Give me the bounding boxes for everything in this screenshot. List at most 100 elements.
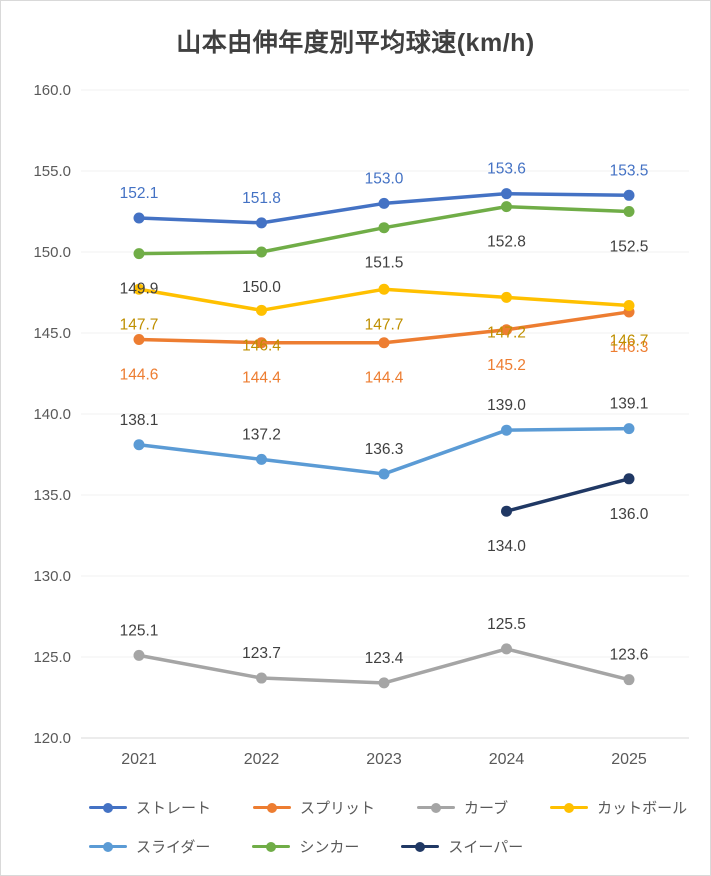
legend-marker-line-icon [253,802,292,813]
data-label: 123.7 [242,645,281,662]
data-label: 134.0 [487,538,526,555]
data-label: 147.7 [120,316,159,333]
legend-item: スライダー [89,836,210,857]
data-label: 152.5 [610,239,649,256]
data-point [133,212,145,224]
x-axis-label: 2025 [611,751,647,768]
data-point [623,423,635,435]
data-label: 125.5 [487,616,526,633]
data-label: 147.2 [487,324,526,341]
data-label: 153.5 [610,162,649,179]
data-point [623,674,635,686]
y-axis-label: 125.0 [33,649,71,666]
data-label: 147.7 [365,316,404,333]
legend-item: カットボール [550,797,687,818]
data-point [501,291,512,303]
data-label: 152.8 [487,234,526,251]
data-point [133,333,145,345]
legend-label: カーブ [464,800,509,817]
data-point [256,217,267,229]
data-label: 144.4 [242,370,281,387]
data-label: 139.0 [487,397,526,414]
data-point [623,473,635,485]
data-point [501,188,512,200]
data-point [256,337,267,349]
data-point [256,246,267,258]
legend-marker-dot-icon [564,802,575,813]
y-axis-label: 160.0 [33,82,71,99]
data-label: 151.8 [242,190,281,207]
legend-item: スプリット [253,797,375,818]
data-label: 136.0 [610,506,649,523]
legend-marker-line-icon [401,841,440,852]
data-point [256,453,267,465]
y-axis-label: 150.0 [33,244,71,261]
data-point [501,201,512,213]
data-point [501,643,512,655]
legend-marker-dot-icon [431,802,442,813]
data-point [378,283,390,295]
legend-label: スライダー [136,839,211,856]
data-label: 123.4 [365,650,404,667]
data-point [133,248,145,260]
legend-item: カーブ [417,797,508,818]
data-label: 138.1 [120,412,159,429]
x-axis-label: 2023 [366,751,402,768]
data-point [378,222,390,234]
y-axis-label: 155.0 [33,163,71,180]
data-label: 144.4 [365,370,404,387]
series-line [504,477,631,513]
legend-item: ストレート [89,797,211,818]
data-point [623,299,635,311]
y-axis-label: 130.0 [33,568,71,585]
data-point [501,505,512,517]
x-axis-label: 2021 [121,751,157,768]
data-point [256,304,267,316]
y-axis-label: 145.0 [33,325,71,342]
legend-label: スプリット [300,800,376,817]
y-axis-label: 120.0 [33,730,71,747]
legend-item: シンカー [252,836,359,857]
data-label: 123.6 [610,647,649,664]
data-label: 149.9 [120,281,159,298]
data-point [378,677,390,689]
data-label: 153.6 [487,161,526,178]
y-axis-label: 135.0 [33,487,71,504]
data-label: 137.2 [242,426,281,443]
data-point [623,189,635,201]
legend-marker-dot-icon [103,802,113,813]
legend-marker-line-icon [89,841,127,852]
data-point [501,324,512,336]
legend-label: スイーパー [448,839,524,856]
data-point [501,424,512,436]
data-label: 152.1 [120,185,159,202]
legend-row: ストレート スプリット カーブ カットボール [89,797,710,818]
legend-label: カットボール [597,800,688,817]
legend-marker-dot-icon [267,802,278,813]
data-label: 125.1 [120,622,159,639]
data-label: 150.0 [242,279,281,296]
data-point [378,197,390,209]
legend-row: スライダー シンカー スイーパー [89,836,710,857]
data-point [623,206,635,217]
data-label: 145.2 [487,357,526,374]
legend-marker-dot-icon [415,841,426,852]
data-point [133,439,145,451]
data-point [133,649,145,661]
data-label: 146.3 [610,339,649,356]
data-point [378,468,390,480]
data-label: 153.0 [365,170,404,187]
legend-marker-line-icon [89,802,127,813]
x-axis-label: 2024 [489,751,525,768]
legend-marker-dot-icon [266,841,277,852]
data-label: 144.6 [120,366,159,383]
legend-label: ストレート [136,800,212,817]
data-label: 146.7 [610,332,649,349]
chart-svg: 120.0 125.0 130.0 135.0 140.0 145.0 150.0 155.0… [33,82,689,768]
chart-title: 山本由伸年度別平均球速(km/h) [176,29,535,57]
data-label: 151.5 [365,255,404,272]
data-point [378,337,390,349]
data-label: 139.1 [610,396,649,413]
x-axis-label: 2022 [244,751,280,768]
chart-legend: ストレート スプリット カーブ カットボールスライダー シンカー スイーパー [89,797,710,857]
